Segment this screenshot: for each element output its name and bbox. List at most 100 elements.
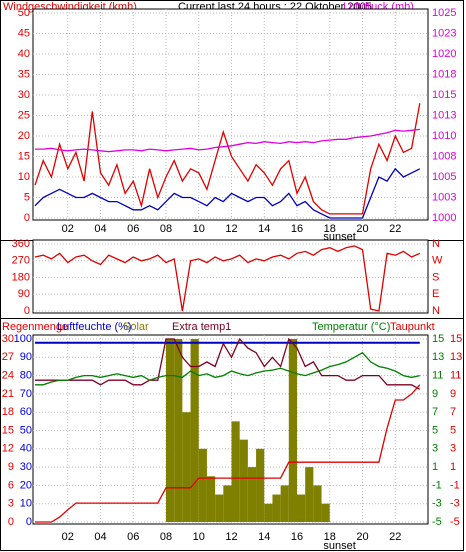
- y2-tick-label: E: [432, 288, 439, 300]
- y2-tick-label: W: [432, 255, 443, 267]
- y-tick-label: 90: [18, 288, 30, 300]
- y2-tick-label: 3: [432, 443, 438, 455]
- y-tick-label: 3: [8, 498, 14, 510]
- y2-tick-label: N: [432, 305, 440, 317]
- y-tick-label: 35: [18, 68, 30, 80]
- y2-tick-label: 1013: [432, 109, 456, 121]
- y2-tick-label: 1025: [432, 7, 456, 19]
- legend-label: Luftfeuchte (%): [57, 321, 132, 333]
- y2-tick-label: 1005: [432, 171, 456, 183]
- y-tick-label: 12: [2, 443, 14, 455]
- x-tick-label: 14: [258, 223, 270, 235]
- y2-tick-label: 7: [432, 406, 438, 418]
- y-tick-label: 6: [8, 479, 14, 491]
- y-tick-label: 5: [24, 191, 30, 203]
- y-tick-label: 0: [24, 305, 30, 317]
- solar-bar: [297, 494, 306, 522]
- solar-bar: [313, 485, 322, 522]
- legend-label: Solar: [123, 321, 149, 333]
- y-tick-label: 360: [12, 238, 30, 250]
- y2-tick-label: 1010: [432, 130, 456, 142]
- x-tick-label: 12: [225, 223, 237, 235]
- x-tick-label: 04: [94, 531, 106, 543]
- y4-tick-label: -3: [450, 498, 460, 510]
- solar-bar: [182, 412, 191, 522]
- x-tick-label: 10: [193, 531, 205, 543]
- y3-tick-label: 20: [20, 479, 32, 491]
- y-tick-label: 25: [18, 109, 30, 121]
- y2-tick-label: 5: [432, 424, 438, 436]
- x-tick-label: 16: [291, 531, 303, 543]
- x-tick-label: 06: [127, 223, 139, 235]
- y4-axis-title: Taupunkt: [390, 321, 435, 333]
- y3-tick-label: 40: [20, 443, 32, 455]
- series-line: [35, 337, 421, 390]
- solar-bar: [190, 339, 199, 522]
- y4-tick-label: 15: [450, 333, 462, 345]
- x-tick-label: 12: [225, 531, 237, 543]
- solar-bar: [166, 339, 175, 522]
- y3-tick-label: 70: [20, 388, 32, 400]
- solar-bar: [223, 485, 232, 522]
- y2-tick-label: 1003: [432, 191, 456, 203]
- y2-tick-label: 9: [432, 388, 438, 400]
- y-tick-label: 15: [2, 424, 14, 436]
- y3-tick-label: 0: [26, 516, 32, 528]
- x-tick-label: 08: [160, 223, 172, 235]
- y2-tick-label: 1023: [432, 27, 456, 39]
- series-line: [34, 245, 421, 312]
- y4-tick-label: 5: [450, 424, 456, 436]
- y-tick-label: 40: [18, 48, 30, 60]
- y4-tick-label: 9: [450, 388, 456, 400]
- x-tick-label: 08: [160, 531, 172, 543]
- y2-tick-label: 1008: [432, 150, 456, 162]
- solar-bar: [264, 503, 273, 522]
- y-tick-label: 10: [18, 171, 30, 183]
- y-tick-label: 15: [18, 150, 30, 162]
- y-tick-label: 30: [18, 89, 30, 101]
- legend-label: Temperatur (°C): [312, 321, 390, 333]
- x-tick-label: 14: [258, 531, 270, 543]
- solar-bar: [215, 494, 224, 522]
- y4-tick-label: 7: [450, 406, 456, 418]
- y2-tick-label: S: [432, 271, 439, 283]
- solar-bar: [280, 485, 289, 522]
- x-tick-label: 18: [324, 531, 336, 543]
- y-tick-label: 270: [12, 255, 30, 267]
- y-tick-label: 45: [18, 27, 30, 39]
- series-line: [34, 103, 421, 215]
- x-tick-label: 22: [389, 531, 401, 543]
- y2-tick-label: 1000: [432, 212, 456, 224]
- y-tick-label: 30: [2, 333, 14, 345]
- y2-tick-label: 13: [432, 351, 444, 363]
- solar-bar: [272, 494, 281, 522]
- y-tick-label: 50: [18, 7, 30, 19]
- solar-bar: [321, 503, 330, 522]
- y2-tick-label: 1020: [432, 48, 456, 60]
- legend-label: Extra temp1: [172, 321, 231, 333]
- annotation: sunset: [323, 540, 355, 552]
- y-tick-label: 9: [8, 461, 14, 473]
- y-tick-label: 27: [2, 351, 14, 363]
- series-line: [34, 167, 421, 219]
- solar-bar: [198, 448, 207, 522]
- y-tick-label: 20: [18, 130, 30, 142]
- y2-tick-label: 15: [432, 333, 444, 345]
- solar-bar: [247, 467, 257, 522]
- y-tick-label: 0: [24, 212, 30, 224]
- y2-tick-label: -1: [432, 479, 442, 491]
- y-tick-label: 18: [2, 406, 14, 418]
- y3-tick-label: 80: [20, 370, 32, 382]
- solar-bar: [239, 439, 248, 522]
- x-tick-label: 16: [291, 223, 303, 235]
- x-tick-label: 06: [127, 531, 139, 543]
- x-tick-label: 18: [324, 223, 336, 235]
- y4-tick-label: 1: [450, 461, 456, 473]
- solar-bar: [206, 476, 216, 522]
- plot-area: [32, 239, 429, 314]
- y3-tick-label: 30: [20, 461, 32, 473]
- y4-tick-label: -5: [450, 516, 460, 528]
- solar-bar: [288, 339, 297, 522]
- x-tick-label: 04: [94, 223, 106, 235]
